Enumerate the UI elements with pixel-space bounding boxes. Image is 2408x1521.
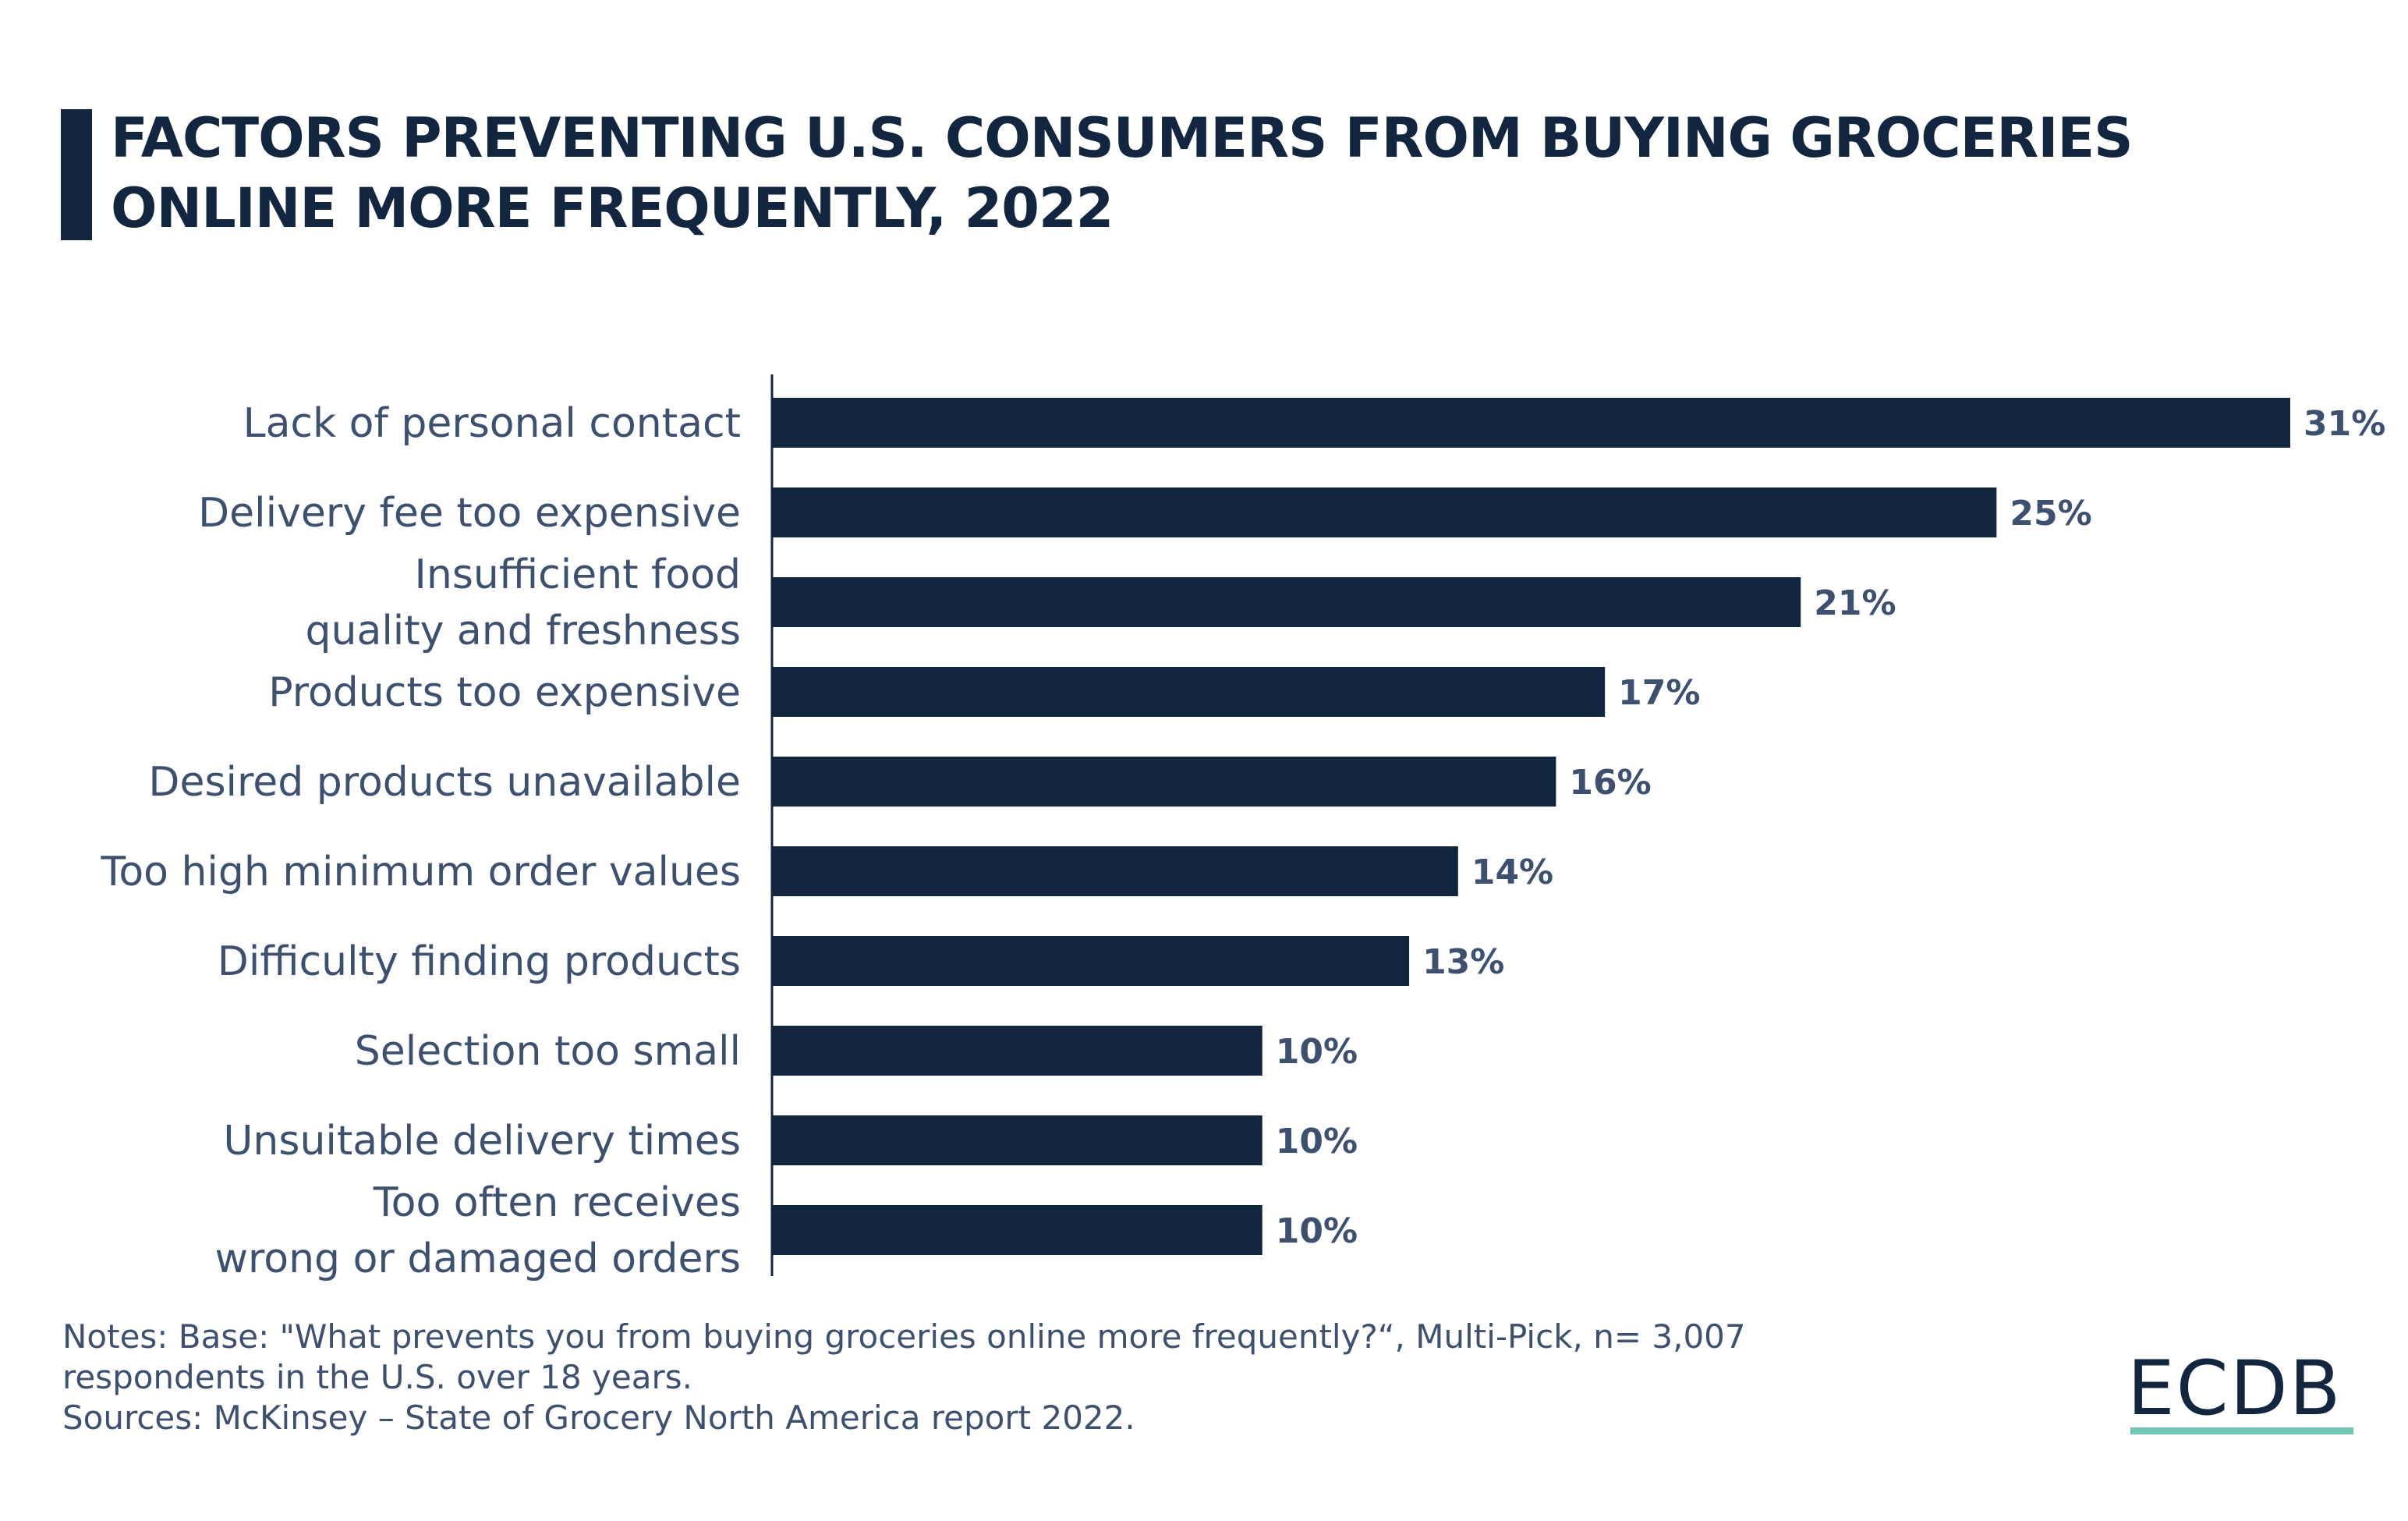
bar <box>773 577 1801 627</box>
notes-line: Notes: Base: "What prevents you from buy… <box>62 1317 1746 1356</box>
data-label: 13% <box>1422 942 1504 982</box>
bar <box>773 1115 1262 1165</box>
data-label: 31% <box>2304 404 2385 444</box>
category-label: Unsuitable delivery times <box>223 1118 741 1165</box>
data-label: 16% <box>1569 763 1651 803</box>
category-label: Desired products unavailable <box>148 759 741 806</box>
data-label: 10% <box>1276 1032 1358 1072</box>
data-label: 10% <box>1276 1122 1358 1161</box>
notes-line: respondents in the U.S. over 18 years. <box>62 1358 692 1396</box>
ecdb-logo: ECDB <box>2127 1345 2342 1432</box>
category-label: Too often receives <box>373 1179 741 1226</box>
data-label: 21% <box>1814 583 1896 623</box>
bar <box>773 1205 1262 1255</box>
data-label: 10% <box>1276 1211 1358 1251</box>
category-label: Lack of personal contact <box>243 400 741 447</box>
bar <box>773 1026 1262 1076</box>
bar <box>773 667 1606 717</box>
logo-underline <box>2130 1427 2353 1434</box>
bar <box>773 936 1410 986</box>
sources-line: Sources: McKinsey – State of Grocery Nor… <box>62 1399 1135 1437</box>
category-label: wrong or damaged orders <box>215 1236 741 1282</box>
title-accent-bar <box>61 109 92 240</box>
bar <box>773 488 1997 537</box>
category-label: Insufficient food <box>415 551 741 598</box>
bar <box>773 757 1556 807</box>
data-label: 17% <box>1618 673 1700 713</box>
category-label: Difficulty finding products <box>218 938 741 985</box>
category-label: Too high minimum order values <box>100 849 741 895</box>
category-label: Delivery fee too expensive <box>198 490 741 537</box>
bar <box>773 398 2290 448</box>
category-label: Products too expensive <box>268 669 741 716</box>
bar <box>773 846 1458 896</box>
category-label: quality and freshness <box>306 608 742 654</box>
data-label: 25% <box>2010 494 2091 534</box>
data-label: 14% <box>1471 853 1553 892</box>
category-label: Selection too small <box>355 1028 741 1075</box>
chart-title: FACTORS PREVENTING U.S. CONSUMERS FROM B… <box>111 106 2134 240</box>
chart-notes: Notes: Base: "What prevents you from buy… <box>62 1317 1746 1438</box>
